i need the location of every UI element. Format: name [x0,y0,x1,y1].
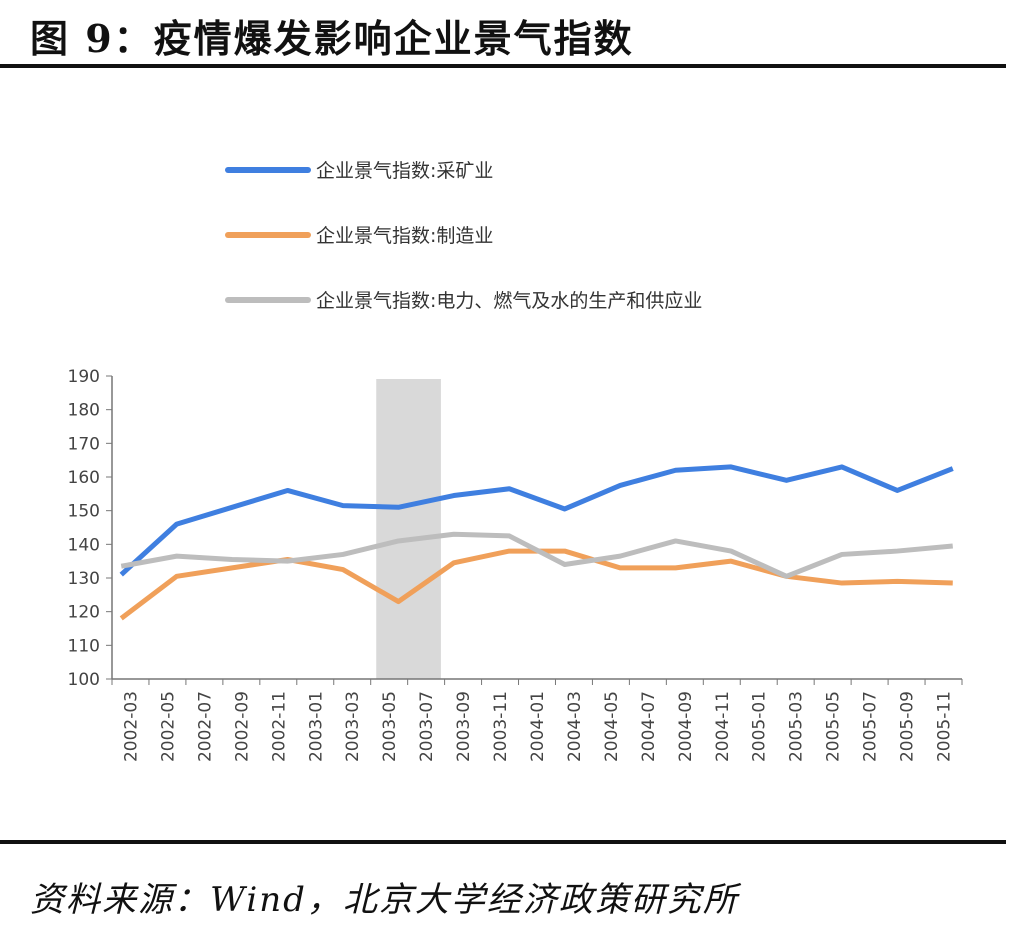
x-tick-label: 2002-07 [195,691,215,762]
x-tick-label: 2005-05 [824,691,844,762]
series-line-3 [120,531,953,579]
x-tick-label: 2004-09 [676,691,696,762]
y-tick-label: 140 [68,535,100,555]
x-tick-label: 2003-05 [380,691,400,762]
series-line-1 [119,464,954,577]
x-tick-label: 2002-03 [121,691,141,762]
x-tick-label: 2004-11 [713,691,733,762]
y-tick-label: 180 [68,401,100,421]
bottom-rule [0,840,1006,844]
y-tick-label: 150 [68,502,100,522]
x-tick-label: 2005-03 [787,691,807,762]
x-tick-label: 2002-09 [232,691,252,762]
top-rule [0,64,1006,68]
x-tick-label: 2005-01 [750,691,770,762]
legend-label-1: 企业景气指数:采矿业 [316,160,493,182]
figure-title: 图 9：疫情爆发影响企业景气指数 [30,16,634,61]
x-tick-label: 2003-07 [417,691,437,762]
x-tick-label: 2003-01 [306,691,326,762]
y-tick-label: 110 [68,636,100,656]
x-tick-label: 2002-05 [158,691,178,762]
x-tick-label: 2005-09 [898,691,918,762]
source-note: 资料来源：Wind，北京大学经济政策研究所 [30,880,739,920]
y-tick-label: 170 [68,434,100,454]
legend-label-2: 企业景气指数:制造业 [316,225,493,247]
x-tick-label: 2004-07 [639,691,659,762]
x-tick-label: 2005-11 [935,691,955,762]
x-tick-label: 2002-11 [269,691,289,762]
x-tick-label: 2003-11 [491,691,511,762]
x-tick-label: 2005-07 [861,691,881,762]
y-tick-label: 190 [68,367,100,387]
y-tick-label: 120 [68,603,100,623]
line-chart: 100 110 120 130 140 150 160 170 180 190 2002-03 200… [68,160,963,762]
x-tick-label: 2003-09 [454,691,474,762]
legend-label-3: 企业景气指数:电力、燃气及水的生产和供应业 [316,290,702,312]
x-tick-label: 2003-03 [343,691,363,762]
x-tick-label: 2004-05 [602,691,622,762]
shaded-period [376,379,441,679]
y-tick-label: 160 [68,468,100,488]
x-tick-label: 2004-03 [565,691,585,762]
y-tick-label: 130 [68,569,100,589]
x-tick-label: 2004-01 [528,691,548,762]
y-tick-label: 100 [68,670,100,690]
